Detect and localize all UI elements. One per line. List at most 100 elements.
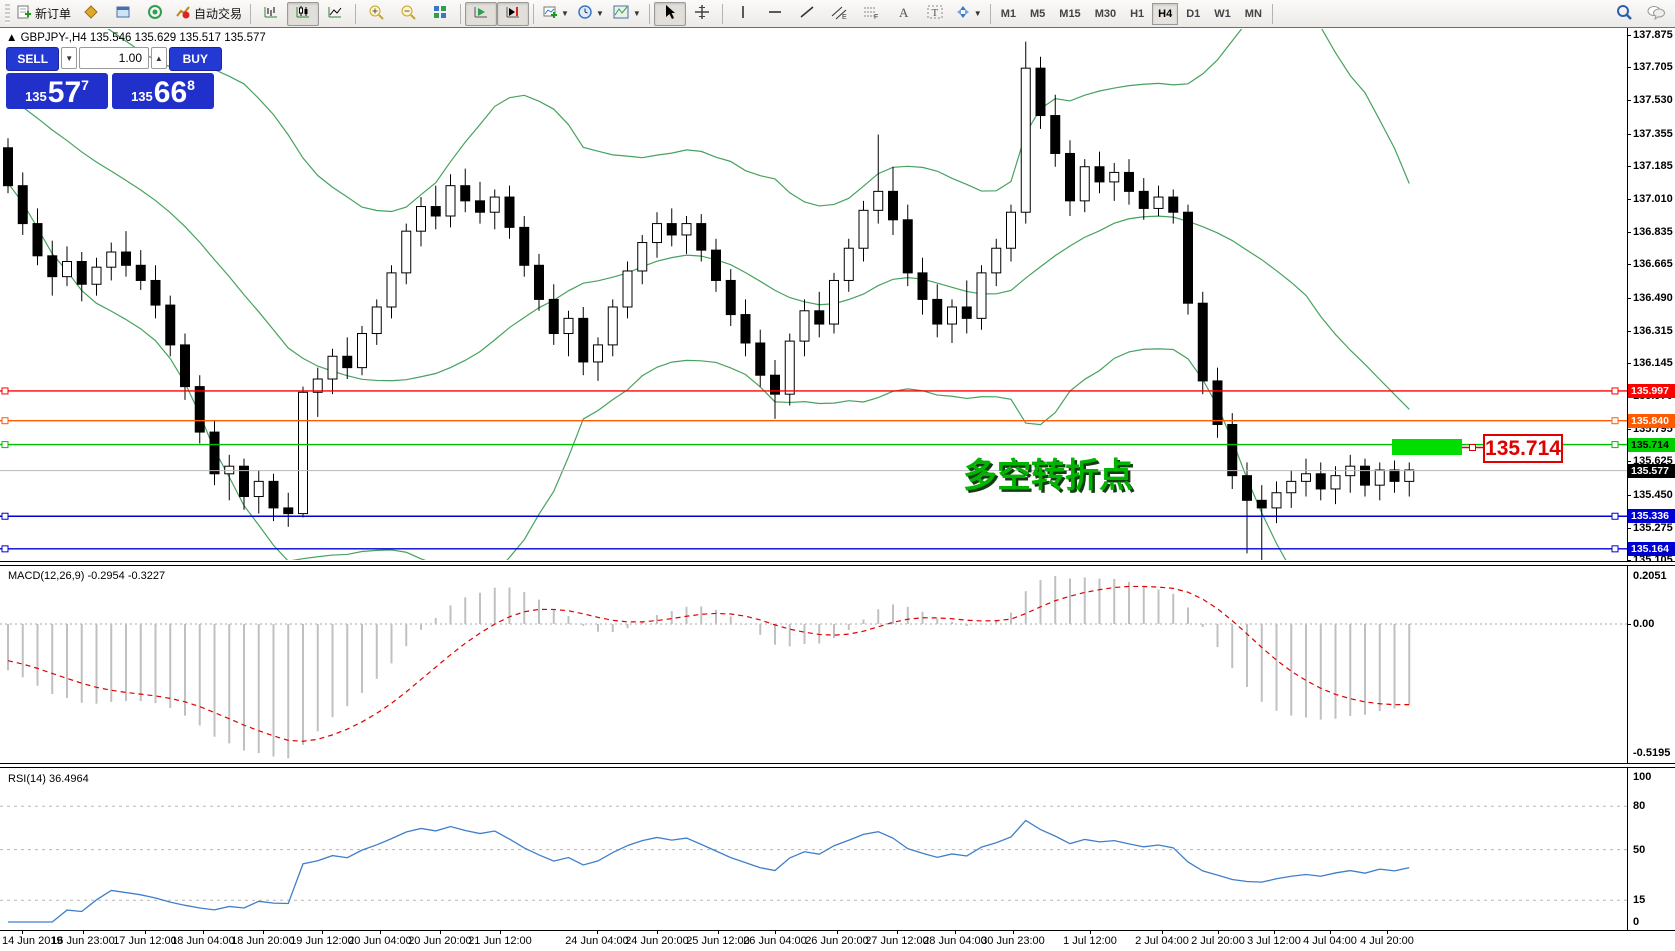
text-button[interactable]: A xyxy=(887,2,919,26)
timeframe-m30-button[interactable]: M30 xyxy=(1094,7,1117,20)
candlestick-chart-button[interactable] xyxy=(287,1,320,26)
time-axis-label: 28 Jun 04:00 xyxy=(923,935,987,947)
auto-scroll-icon xyxy=(472,4,490,23)
line-chart-button[interactable] xyxy=(319,2,351,26)
price-chart-canvas[interactable] xyxy=(0,28,1675,951)
tile-windows-button[interactable] xyxy=(424,2,456,26)
panel-collapse-icon[interactable]: ▲ xyxy=(6,32,18,44)
buy-button[interactable]: BUY xyxy=(168,47,222,71)
price-callout-box[interactable]: 135.714 xyxy=(1483,434,1563,463)
y-axis-tick-label: 136.145 xyxy=(1633,356,1673,369)
turning-point-annotation[interactable]: 多空转折点 xyxy=(963,457,1133,495)
pane-separator[interactable] xyxy=(0,763,1675,768)
separator xyxy=(989,3,991,24)
text-label-button[interactable]: T xyxy=(919,2,951,26)
y-axis-tickmark xyxy=(1627,494,1631,496)
chat-icon xyxy=(1646,4,1666,24)
time-axis-label: 18 Jun 20:00 xyxy=(231,935,295,947)
macd-zero-tickmark xyxy=(1627,624,1631,625)
macd-scale-top: 0.2051 xyxy=(1633,570,1667,582)
clock-icon xyxy=(577,4,593,23)
horizontal-line-button[interactable] xyxy=(759,2,791,26)
timeframe-m15-button[interactable]: M15 xyxy=(1059,7,1081,20)
template-button[interactable]: ▼ xyxy=(608,2,645,26)
y-axis-tickmark xyxy=(1627,461,1631,463)
timeframe-m1-button[interactable]: M1 xyxy=(1000,7,1016,20)
time-axis-tickmark xyxy=(203,931,204,934)
highlight-rectangle[interactable] xyxy=(1392,439,1462,455)
new-order-button[interactable]: 新订单 xyxy=(12,2,75,26)
arrows-button[interactable]: ▼ xyxy=(951,2,986,26)
zoom-out-button[interactable] xyxy=(392,2,424,26)
time-axis-label: 24 Jun 04:00 xyxy=(565,935,629,947)
time-axis-label: 30 Jun 23:00 xyxy=(981,935,1045,947)
new-order-icon xyxy=(16,4,32,23)
separator xyxy=(1271,3,1273,24)
profile-icon xyxy=(83,4,99,23)
profile-button[interactable] xyxy=(75,2,107,26)
auto-trading-label: 自动交易 xyxy=(194,7,243,21)
timeframe-mn-button[interactable]: MN xyxy=(1244,7,1262,20)
sell-price-display[interactable]: 135 57 7 xyxy=(6,73,108,109)
toolbar-grip[interactable] xyxy=(5,3,10,24)
fibonacci-button[interactable]: F xyxy=(855,2,887,26)
text-label-icon: T xyxy=(926,4,944,23)
cursor-button[interactable] xyxy=(653,1,686,26)
timeframe-m5-button[interactable]: M5 xyxy=(1030,7,1046,20)
market-watch-button[interactable] xyxy=(139,2,171,26)
time-axis-tickmark xyxy=(657,931,658,934)
auto-scroll-button[interactable] xyxy=(465,1,498,26)
auto-trading-icon xyxy=(175,4,191,23)
y-axis-tickmark xyxy=(1627,560,1631,562)
sell-button[interactable]: SELL xyxy=(6,47,60,71)
auto-trading-button[interactable]: 自动交易 xyxy=(171,2,246,26)
zoom-out-icon xyxy=(400,4,417,24)
time-axis-label: 19 Jun 12:00 xyxy=(290,935,354,947)
sell-price-main: 57 xyxy=(47,76,82,109)
data-window-button[interactable] xyxy=(107,2,139,26)
volume-up-button[interactable]: ▲ xyxy=(151,47,167,69)
zoom-in-button[interactable] xyxy=(360,2,392,26)
dropdown-arrow-icon: ▼ xyxy=(973,9,982,18)
volume-down-button[interactable]: ▼ xyxy=(61,47,77,69)
macd-label: MACD(12,26,9) -0.2954 -0.3227 xyxy=(8,570,166,582)
y-axis-tickmark xyxy=(1627,232,1631,234)
vertical-line-button[interactable] xyxy=(727,2,759,26)
chat-button[interactable] xyxy=(1640,2,1672,26)
y-axis-tickmark xyxy=(1627,165,1631,167)
bar-chart-button[interactable] xyxy=(255,2,287,26)
new-chart-button[interactable]: ▼ xyxy=(538,2,573,26)
timeframe-w1-button[interactable]: W1 xyxy=(1214,7,1231,20)
crosshair-button[interactable] xyxy=(686,2,718,26)
current-price-tag: 135.577 xyxy=(1628,463,1675,478)
buy-price-main: 66 xyxy=(153,76,188,109)
pane-separator[interactable] xyxy=(0,561,1675,566)
time-axis-label: 2 Jul 04:00 xyxy=(1135,935,1189,947)
search-button[interactable] xyxy=(1608,2,1640,26)
separator xyxy=(648,3,650,24)
time-axis[interactable]: 14 Jun 2019 16 Jun 23:00 17 Jun 12:00 18 Ju… xyxy=(0,930,1675,951)
timeframe-h1-button[interactable]: H1 xyxy=(1130,7,1145,20)
time-axis-label: 21 Jun 12:00 xyxy=(468,935,532,947)
separator xyxy=(721,3,723,24)
y-axis-tickmark xyxy=(1627,264,1631,266)
volume-input[interactable] xyxy=(79,47,149,69)
time-axis-tickmark xyxy=(837,931,838,934)
equidistant-channel-button[interactable]: E xyxy=(823,2,855,26)
chart-shift-button[interactable] xyxy=(497,1,530,26)
trendline-button[interactable] xyxy=(791,2,823,26)
timeframe-h4-button[interactable]: H4 xyxy=(1152,2,1179,25)
timeframe-d1-button[interactable]: D1 xyxy=(1186,7,1201,20)
buy-price-display[interactable]: 135 66 8 xyxy=(112,73,214,109)
hline-price-tag: 135.840 xyxy=(1628,413,1675,428)
rsi-scale-label: 100 xyxy=(1633,771,1652,784)
period-presets-button[interactable]: ▼ xyxy=(573,2,608,26)
time-axis-label: 25 Jun 12:00 xyxy=(686,935,750,947)
hline-price-tag: 135.997 xyxy=(1628,383,1675,398)
rsi-scale-label: 0 xyxy=(1633,916,1640,928)
vertical-line-icon xyxy=(737,4,749,23)
timeframe-buttons: M1 M5 M15 M30 H1 H4 D1 W1 MN xyxy=(995,2,1268,25)
chart-shift-icon xyxy=(504,4,522,23)
search-icon xyxy=(1616,4,1633,24)
